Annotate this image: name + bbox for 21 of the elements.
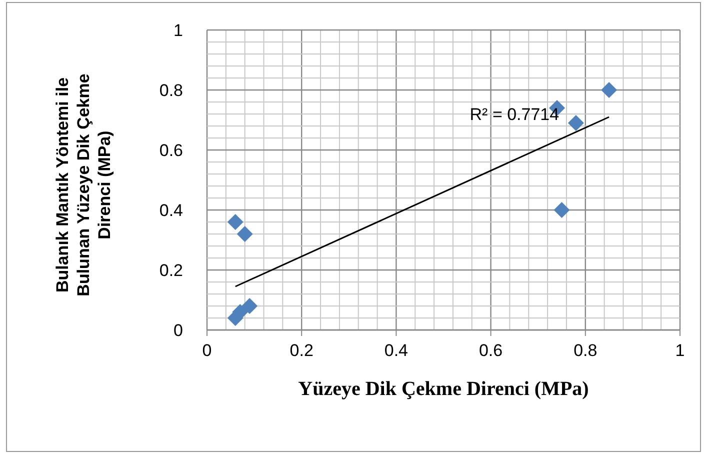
y-tick-label: 0.8 (159, 81, 183, 100)
point (236, 226, 253, 242)
x-tick-label: 0 (202, 341, 212, 360)
x-tick-label: 0.6 (478, 341, 503, 360)
annotation: R² = 0.7714 (470, 105, 560, 124)
point (554, 202, 570, 218)
point (227, 214, 244, 230)
point (568, 115, 584, 131)
x-tick-label: 0.8 (574, 341, 598, 360)
x-axis-title: Yüzeye Dik Çekme Direnci (MPa) (298, 378, 589, 400)
x-tick-label: 0.2 (290, 341, 314, 360)
y-tick-label: 0 (174, 321, 183, 340)
x-tick-label: 0.4 (384, 341, 408, 360)
y-tick-label: 0.2 (159, 261, 183, 280)
y-tick-label: 1 (174, 21, 183, 40)
x-tick-label: 1 (675, 341, 685, 360)
point (242, 298, 258, 314)
y-tick-label: 0.6 (159, 141, 183, 160)
y-axis-title: Bulanık Mantık Yöntemi ile Bulunan Yüzeye Dik Çekme Direnci (MPa) (53, 74, 114, 296)
point (601, 82, 618, 98)
y-tick-label: 0.4 (159, 201, 183, 220)
